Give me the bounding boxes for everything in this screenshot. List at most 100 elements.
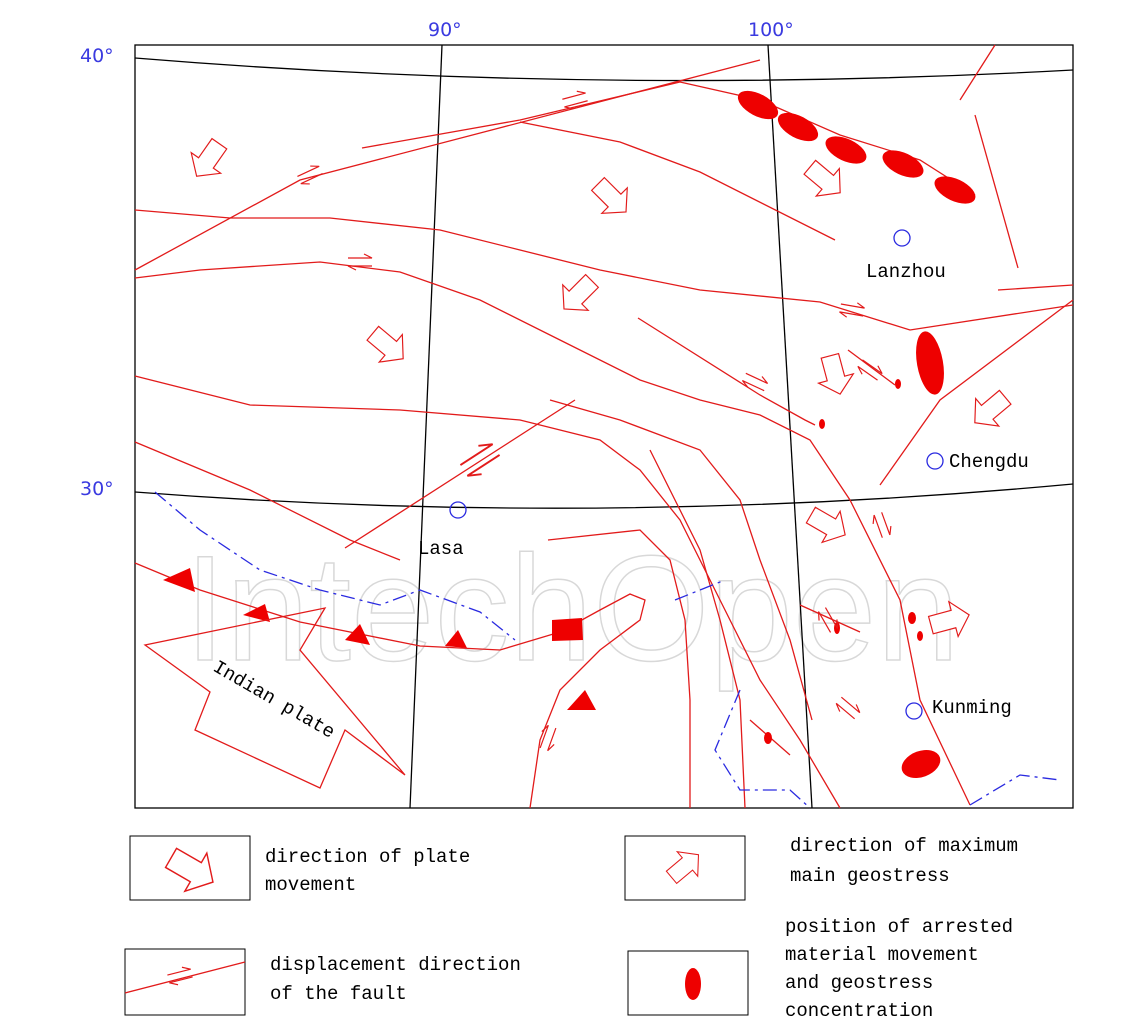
stress-concentration [737,90,779,120]
graticule-line [134,483,1074,509]
displacement-mark [455,437,505,483]
city-marker [893,229,911,247]
movement-arrow [962,382,1018,438]
thrust-triangle [445,630,467,648]
stress-concentrations [737,90,976,779]
movement-arrow [360,318,416,374]
city-label: Lanzhou [866,261,946,283]
fault-line [344,399,576,549]
legend-text: displacement direction [270,954,521,976]
fault-line [134,261,971,806]
lat-label: 40° [80,45,114,67]
stress-concentration [934,176,976,204]
legend-box [124,948,246,1016]
legend-box [624,835,746,901]
city-marker [449,501,467,519]
fault-line [134,209,1074,331]
fault-line [547,529,691,808]
river [969,774,1061,806]
faults [134,44,1074,809]
watermark: IntechOpen [184,524,960,692]
stress-concentration [882,150,924,178]
stress-concentration [895,379,901,389]
stress-concentration [901,749,941,779]
displacement-mark [833,693,863,723]
thrust-triangle [345,624,370,645]
stress-concentration [819,419,825,429]
displacement-mark [854,355,886,385]
legend-text: main geostress [790,865,950,887]
stress-concentration [908,612,916,624]
fault-line [879,299,1074,486]
fault-line [679,81,976,196]
fault-line [134,59,761,271]
lon-label: 90° [428,19,462,41]
displacement-mark [838,299,866,321]
cities: Lanzhou Chengdu Lasa Kunming [418,229,1029,720]
lat-label: 30° [80,478,114,500]
fault-line [134,562,646,809]
fault-line [959,44,996,101]
indian-plate-arrow [143,607,406,789]
legend-text: of the fault [270,983,407,1005]
legend-text: direction of maximum [790,835,1018,857]
displacement-mark [740,369,770,395]
legend-text: material movement [785,944,979,966]
stress-concentration [777,112,819,142]
legend-text: position of arrested [785,916,1013,938]
legend-text: concentration [785,1000,933,1022]
city-marker [926,452,944,470]
map-frame [134,44,1074,809]
thrust-triangles [163,568,596,710]
stress-concentration [685,968,701,1000]
stress-concentration [764,732,772,744]
movement-arrow [660,841,710,891]
fault-line [124,961,246,994]
graticule-line [409,44,443,809]
thrust-triangle [243,604,270,622]
city-label: Kunming [932,697,1012,719]
legend-text: direction of plate [265,846,470,868]
fault-line [847,349,896,386]
movement-arrow [181,132,235,188]
thrust-triangle [552,618,583,641]
thrust-triangle [567,690,596,710]
movement-arrow [797,152,853,208]
river [714,689,811,809]
river [154,491,516,641]
movement-arrow [550,267,606,323]
city-label: Lasa [418,538,464,560]
legend-text: movement [265,874,356,896]
city-label: Chengdu [949,451,1029,473]
legend-box [129,835,251,901]
displacement-mark [535,723,561,753]
fault-line [649,449,746,809]
thrust-triangle [163,568,195,592]
fault-line [361,81,681,149]
fault-line [637,317,816,426]
river [674,579,726,601]
fault-line [134,375,841,809]
fault-line [549,399,813,721]
movement-arrow [811,350,859,400]
city-marker [905,702,923,720]
lon-label: 100° [748,19,794,41]
legend: direction of plate movement direction of… [124,835,1018,1022]
fault-line [799,604,861,633]
rivers [154,491,1061,809]
fault-line [519,121,836,241]
legend-text: and geostress [785,972,933,994]
fault-line [974,114,1019,269]
fault-line [134,441,401,561]
displacement-mark [295,162,325,188]
fault-line [997,284,1074,291]
graticule-line [134,57,1074,82]
stress-concentration [917,631,923,641]
movement-arrow [159,838,225,902]
stress-concentration [825,136,867,164]
stress-concentration [916,331,944,395]
legend-box [627,950,749,1016]
movement-arrow [584,170,640,226]
graticule-line [767,44,813,809]
